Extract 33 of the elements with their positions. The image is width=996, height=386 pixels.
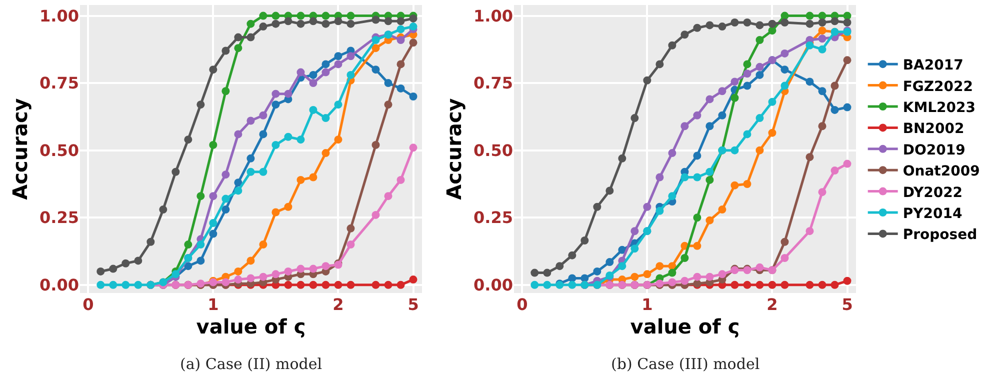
x-tick-label: 5 [408,295,419,314]
x-tick-label: 5 [842,295,853,314]
y-tick-label: 0.25 [474,208,513,228]
y-tick-label: 0.50 [474,140,513,160]
legend-label: FGZ2022 [902,78,974,95]
text: (b) Case (III) model [611,355,760,373]
legend-label: DY2022 [902,184,963,201]
x-tick-label: 2 [766,295,778,314]
x-tick-label: 2 [332,295,344,314]
y-tick-label: 0.25 [40,208,79,228]
text: (a) Case (II) model [180,355,322,373]
legend-label: Proposed [902,227,978,244]
y-tick-label: 1.00 [40,6,79,26]
y-tick-label: 0.75 [474,74,513,93]
legend-label: BA2017 [902,58,964,74]
y-tick-label: 0.75 [40,74,79,93]
legend-label: KML2023 [902,100,976,116]
y-axis-title: Accuracy [8,98,32,200]
x-tick-label: 0 [82,295,94,314]
legend-label: Onat2009 [902,164,980,180]
legend-label: BN2002 [902,121,964,138]
x-axis-title: value of ς [630,314,740,338]
y-tick-label: 0.00 [40,276,79,295]
y-tick-label: 1.00 [474,6,513,26]
legend-label: DO2019 [902,142,966,158]
x-tick-label: 0 [516,295,528,314]
legend-label: PY2014 [902,206,962,222]
x-axis-title: value of ς [196,314,306,338]
x-tick-label: 1 [642,295,653,314]
y-tick-label: 0.50 [40,140,79,160]
y-axis-title: Accuracy [442,98,466,200]
y-tick-label: 0.00 [474,276,513,295]
x-tick-label: 1 [208,295,219,314]
